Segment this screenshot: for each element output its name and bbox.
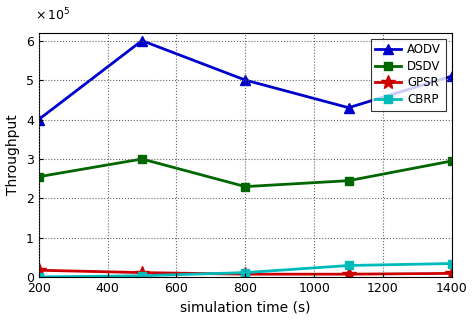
Line: AODV: AODV — [34, 36, 457, 125]
AODV — [36, 117, 42, 121]
Line: DSDV: DSDV — [35, 155, 456, 191]
GPSR — [449, 272, 455, 275]
AODV — [346, 106, 351, 109]
CBRP — [346, 264, 351, 267]
DSDV — [449, 159, 455, 163]
GPSR — [346, 272, 351, 276]
GPSR — [139, 271, 145, 274]
Text: $\times\,10^5$: $\times\,10^5$ — [35, 6, 70, 23]
GPSR — [242, 272, 248, 276]
Y-axis label: Throughput: Throughput — [6, 115, 20, 195]
CBRP — [139, 274, 145, 278]
X-axis label: simulation time (s): simulation time (s) — [180, 301, 310, 315]
Legend: AODV, DSDV, GPSR, CBRP: AODV, DSDV, GPSR, CBRP — [371, 39, 446, 111]
AODV — [139, 39, 145, 43]
DSDV — [139, 157, 145, 161]
Line: GPSR: GPSR — [32, 263, 459, 281]
DSDV — [36, 175, 42, 179]
CBRP — [242, 271, 248, 274]
DSDV — [346, 179, 351, 183]
CBRP — [449, 262, 455, 265]
GPSR — [36, 268, 42, 272]
CBRP — [36, 275, 42, 279]
DSDV — [242, 185, 248, 188]
AODV — [242, 78, 248, 82]
Line: CBRP: CBRP — [35, 259, 456, 281]
AODV — [449, 74, 455, 78]
